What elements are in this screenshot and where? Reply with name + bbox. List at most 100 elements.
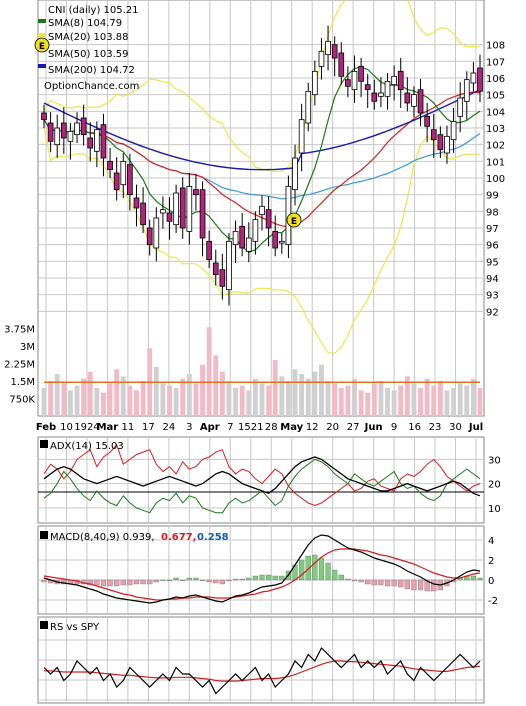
candle-body bbox=[331, 44, 338, 59]
macd-hist-bar bbox=[384, 579, 391, 587]
x-tick-label: 1521 bbox=[238, 422, 263, 433]
macd-hist-bar bbox=[127, 579, 133, 586]
macd-panel-frame bbox=[37, 525, 485, 615]
candle-body bbox=[384, 80, 391, 97]
volume-bar bbox=[338, 388, 344, 416]
volume-bar bbox=[120, 376, 126, 416]
x-tick-label: 10 bbox=[60, 422, 73, 433]
volume-bar bbox=[305, 378, 311, 416]
candle-body bbox=[226, 240, 232, 291]
rs-label: RS vs SPY bbox=[50, 622, 100, 633]
volume-bar bbox=[186, 374, 192, 416]
volume-bar bbox=[266, 385, 272, 416]
candle-body bbox=[232, 230, 239, 246]
candle-body bbox=[252, 219, 259, 242]
macd-hist-bar bbox=[252, 575, 258, 581]
x-tick-label: 16 bbox=[408, 422, 421, 433]
macd-tick-label: 4 bbox=[488, 536, 494, 547]
volume-bar bbox=[411, 383, 417, 416]
candle-body bbox=[47, 122, 54, 142]
candle-body bbox=[437, 134, 444, 151]
price-tick-label: 96 bbox=[486, 241, 499, 252]
volume-bar bbox=[312, 371, 318, 416]
volume-bar bbox=[74, 385, 80, 416]
volume-bar bbox=[239, 385, 245, 416]
volume-bar bbox=[233, 388, 239, 416]
macd-hist-bar bbox=[173, 577, 179, 581]
price-tick-label: 95 bbox=[486, 257, 499, 268]
candle-body bbox=[444, 135, 450, 154]
minus-di-line bbox=[43, 443, 481, 507]
macd-hist-bar bbox=[279, 575, 285, 581]
candle-body bbox=[278, 240, 285, 244]
macd-hist-bar bbox=[305, 555, 311, 581]
x-tick-label: 1924 bbox=[74, 422, 99, 433]
volume-bar bbox=[424, 378, 430, 416]
candle-body bbox=[397, 70, 404, 91]
volume-bar bbox=[41, 388, 47, 416]
candle-body bbox=[358, 65, 364, 82]
macd-hist-bar bbox=[193, 577, 199, 581]
volume-tick-label: 3.75M bbox=[4, 325, 35, 336]
adx-label: ADX(14) 15.03 bbox=[50, 441, 124, 452]
macd-hist-bar bbox=[206, 579, 212, 583]
volume-bar bbox=[279, 376, 285, 416]
candle-body bbox=[166, 212, 173, 222]
volume-bar bbox=[193, 383, 199, 416]
macd-hist-bar bbox=[213, 579, 219, 584]
macd-signal-line bbox=[43, 548, 481, 601]
sma50-legend: SMA(50) 103.59 bbox=[48, 49, 129, 60]
volume-bar bbox=[252, 378, 258, 416]
rs-line bbox=[43, 647, 481, 695]
macd-hist-bar bbox=[378, 579, 384, 586]
macd-hist-bar bbox=[358, 579, 364, 583]
adx-line bbox=[43, 456, 481, 497]
volume-bar bbox=[285, 381, 291, 416]
macd-hist-bar bbox=[100, 579, 107, 587]
candle-body bbox=[179, 187, 186, 229]
volume-bar bbox=[140, 381, 146, 416]
price-tick-label: 98 bbox=[486, 207, 499, 218]
volume-bar bbox=[67, 390, 73, 416]
adx-tick-label: 20 bbox=[488, 480, 501, 491]
volume-bar bbox=[81, 378, 87, 416]
macd-hist-bar bbox=[266, 574, 272, 581]
macd-hist-bar bbox=[477, 577, 483, 581]
macd-hist-bar bbox=[41, 579, 47, 583]
volume-bar bbox=[358, 390, 364, 416]
x-tick-label: 20 bbox=[326, 422, 339, 433]
adx-tick-label: 10 bbox=[488, 504, 501, 515]
volume-bar bbox=[180, 378, 186, 416]
volume-bar bbox=[332, 383, 338, 416]
candle-body bbox=[351, 70, 358, 91]
candle-body bbox=[140, 202, 146, 226]
volume-bar bbox=[107, 383, 113, 416]
x-tick-label: Feb bbox=[36, 422, 56, 433]
x-tick-label: Jun bbox=[364, 422, 383, 433]
x-tick-label: 12 bbox=[306, 422, 319, 433]
candle-body bbox=[265, 209, 272, 229]
sma8-swatch bbox=[38, 19, 46, 23]
candle-body bbox=[470, 72, 477, 84]
adx-panel-frame bbox=[37, 436, 485, 524]
candle-body bbox=[463, 79, 470, 102]
price-tick-label: 104 bbox=[486, 107, 505, 118]
macd-histogram bbox=[41, 554, 483, 592]
sma200-legend: SMA(200) 104.72 bbox=[48, 65, 135, 76]
macd-hist-bar bbox=[239, 578, 245, 581]
candle-body bbox=[107, 160, 113, 171]
price-tick-label: 107 bbox=[486, 57, 505, 68]
candle-body bbox=[411, 94, 417, 107]
macd-hist-bar bbox=[246, 577, 252, 581]
volume-bar bbox=[352, 378, 357, 416]
x-tick-label: 27 bbox=[347, 422, 360, 433]
candle-body bbox=[245, 237, 252, 252]
candle-body bbox=[120, 160, 127, 186]
volume-bar bbox=[437, 381, 443, 416]
x-tick-label: 28 bbox=[265, 422, 278, 433]
macd-hist-bar bbox=[107, 579, 113, 587]
candle-body bbox=[417, 89, 424, 114]
macd-label: MACD(8,40,9) 0.939, bbox=[50, 532, 155, 543]
volume-bar bbox=[398, 385, 404, 416]
candle-body bbox=[298, 119, 305, 154]
